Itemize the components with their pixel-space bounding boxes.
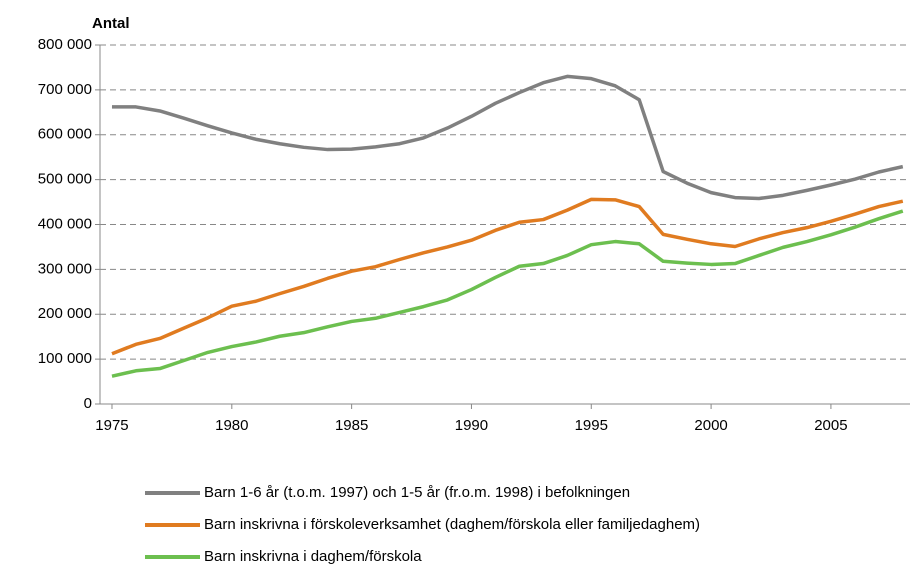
series-line <box>111 209 904 378</box>
x-tick-label: 2005 <box>814 417 847 434</box>
x-tick-label: 1985 <box>335 417 368 434</box>
legend-label: Barn 1-6 år (t.o.m. 1997) och 1-5 år (fr… <box>204 484 630 501</box>
y-tick-label: 400 000 <box>38 215 92 232</box>
legend-label: Barn inskrivna i förskoleverksamhet (dag… <box>204 516 700 533</box>
x-tick-label: 2000 <box>694 417 727 434</box>
y-axis-title: Antal <box>92 15 130 32</box>
x-tick-label: 1975 <box>95 417 128 434</box>
x-tick-label: 1995 <box>575 417 608 434</box>
series-line <box>111 74 904 201</box>
series-line <box>111 197 904 356</box>
y-tick-label: 300 000 <box>38 260 92 277</box>
y-tick-label: 800 000 <box>38 36 92 53</box>
y-tick-label: 500 000 <box>38 171 92 188</box>
x-tick-label: 1980 <box>215 417 248 434</box>
legend-label: Barn inskrivna i daghem/förskola <box>204 548 422 565</box>
y-tick-label: 200 000 <box>38 305 92 322</box>
y-tick-label: 700 000 <box>38 81 92 98</box>
y-tick-label: 0 <box>84 395 92 412</box>
y-tick-label: 600 000 <box>38 126 92 143</box>
y-tick-label: 100 000 <box>38 350 92 367</box>
x-tick-label: 1990 <box>455 417 488 434</box>
